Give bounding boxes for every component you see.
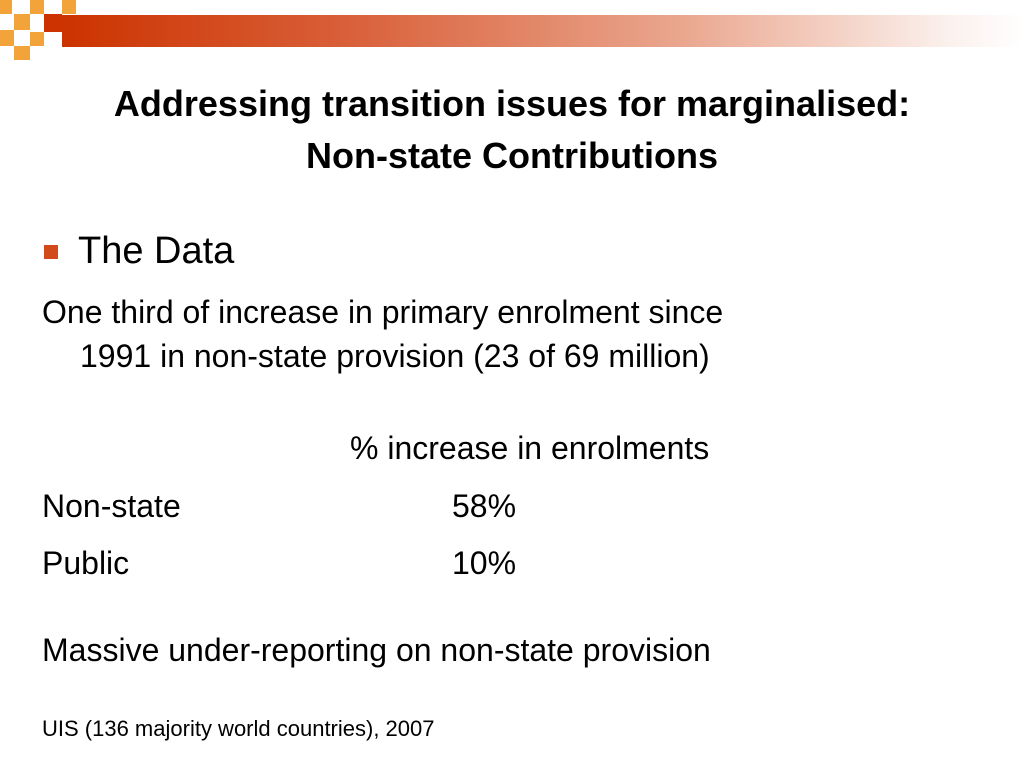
bullet-text: The Data [78, 229, 235, 272]
header-gradient-bar [62, 15, 1024, 47]
intro-paragraph-line-2: 1991 in non-state provision (23 of 69 mi… [80, 338, 710, 374]
table-row-value-nonstate: 58% [452, 488, 517, 524]
decor-square [44, 14, 62, 32]
table-row-label-public: Public [42, 545, 130, 581]
slide-title-line-2: Non-state Contributions [306, 135, 718, 176]
table-row-label-nonstate: Non-state [42, 488, 181, 524]
table-row-value-public: 10% [452, 545, 517, 581]
source-citation: UIS (136 majority world countries), 2007 [42, 716, 435, 741]
square-bullet-icon [44, 245, 58, 259]
decor-square [14, 14, 30, 30]
decor-square [14, 46, 30, 60]
decor-square [0, 0, 12, 14]
slide-title-line-1: Addressing transition issues for margina… [113, 83, 911, 124]
decor-square [62, 0, 76, 14]
decor-square [0, 30, 14, 46]
slide-title: Addressing transition issues for margina… [0, 78, 1024, 182]
note-text: Massive under-reporting on non-state pro… [42, 632, 711, 668]
intro-paragraph-line-1: One third of increase in primary enrolme… [42, 294, 724, 330]
decor-square [30, 32, 44, 46]
decor-square [30, 0, 44, 14]
intro-paragraph: One third of increase in primary enrolme… [42, 290, 723, 378]
table-header: % increase in enrolments [350, 430, 710, 466]
bullet-item: The Data [44, 226, 234, 276]
header-decoration [0, 0, 1024, 60]
